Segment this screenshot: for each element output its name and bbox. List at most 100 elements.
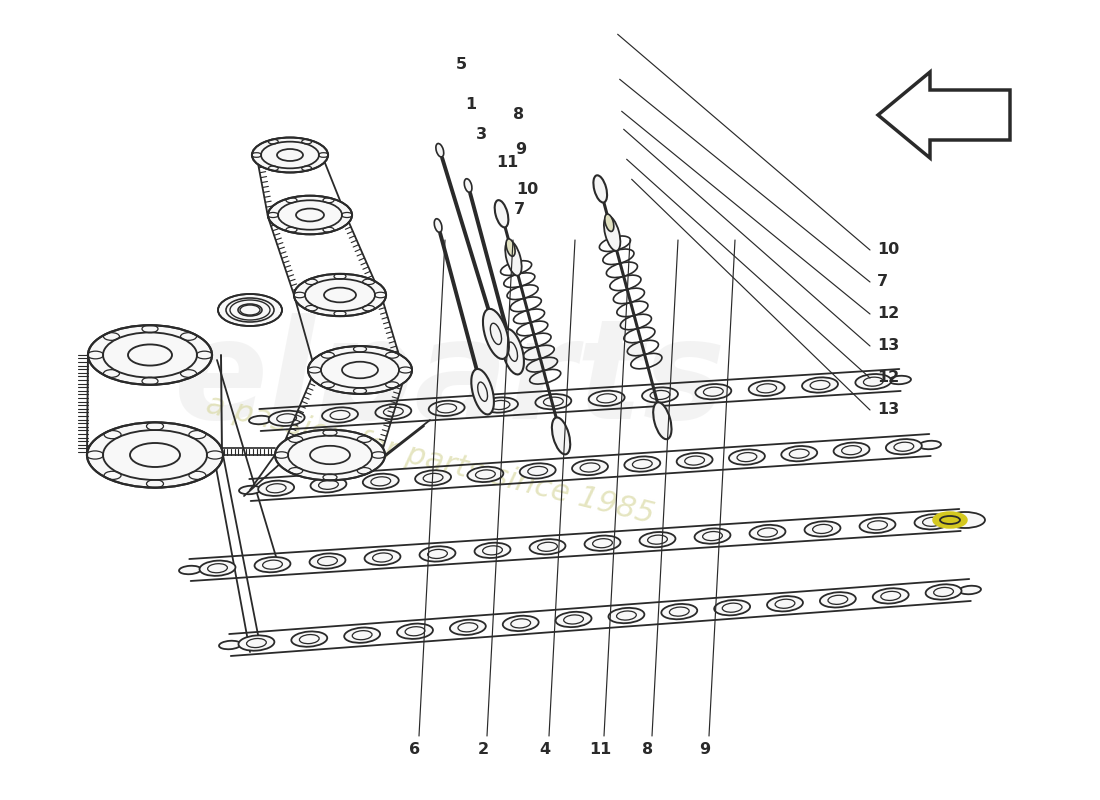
Ellipse shape — [925, 584, 961, 600]
Ellipse shape — [468, 466, 504, 482]
Text: 9: 9 — [516, 142, 527, 157]
Ellipse shape — [474, 542, 510, 558]
Ellipse shape — [436, 143, 443, 157]
Ellipse shape — [249, 416, 271, 424]
Ellipse shape — [292, 631, 327, 646]
Ellipse shape — [859, 518, 895, 533]
Ellipse shape — [934, 513, 966, 527]
Text: 2: 2 — [477, 742, 488, 758]
Ellipse shape — [252, 138, 328, 173]
Ellipse shape — [714, 600, 750, 615]
Text: 13: 13 — [877, 402, 900, 418]
Text: elparts: elparts — [174, 313, 726, 447]
Ellipse shape — [415, 470, 451, 486]
Ellipse shape — [179, 566, 201, 574]
Ellipse shape — [506, 239, 515, 256]
Ellipse shape — [364, 550, 400, 565]
Ellipse shape — [653, 402, 671, 439]
Ellipse shape — [588, 390, 625, 406]
Text: 7: 7 — [514, 202, 525, 217]
Ellipse shape — [503, 616, 539, 631]
Text: 12: 12 — [877, 306, 900, 322]
Ellipse shape — [661, 604, 697, 619]
Ellipse shape — [397, 623, 433, 639]
Ellipse shape — [419, 546, 455, 562]
Text: 10: 10 — [877, 242, 900, 258]
Ellipse shape — [268, 410, 305, 426]
Ellipse shape — [450, 620, 486, 635]
Ellipse shape — [239, 635, 274, 650]
Ellipse shape — [87, 422, 223, 488]
Text: 4: 4 — [539, 742, 551, 758]
Ellipse shape — [694, 529, 730, 544]
Ellipse shape — [240, 305, 260, 315]
Ellipse shape — [88, 326, 212, 385]
Ellipse shape — [918, 441, 940, 450]
Ellipse shape — [625, 457, 660, 472]
Ellipse shape — [482, 398, 518, 413]
Text: 11: 11 — [588, 742, 612, 758]
Ellipse shape — [593, 175, 607, 202]
Ellipse shape — [495, 200, 508, 227]
Text: 13: 13 — [877, 338, 900, 354]
Ellipse shape — [429, 401, 464, 416]
Ellipse shape — [945, 512, 984, 528]
Ellipse shape — [781, 446, 817, 462]
Text: 12: 12 — [877, 370, 900, 386]
Ellipse shape — [804, 522, 840, 537]
Ellipse shape — [483, 309, 509, 359]
Ellipse shape — [475, 371, 484, 389]
Ellipse shape — [308, 346, 412, 394]
Ellipse shape — [749, 381, 784, 396]
Text: 5: 5 — [455, 57, 466, 71]
Ellipse shape — [258, 481, 294, 496]
Ellipse shape — [199, 561, 235, 576]
Ellipse shape — [239, 486, 261, 494]
Ellipse shape — [275, 430, 385, 480]
Ellipse shape — [294, 274, 386, 316]
Ellipse shape — [834, 442, 869, 458]
Ellipse shape — [767, 596, 803, 611]
Ellipse shape — [434, 218, 442, 232]
Ellipse shape — [487, 313, 497, 332]
Ellipse shape — [375, 404, 411, 419]
Ellipse shape — [959, 586, 981, 594]
Text: 11: 11 — [496, 154, 518, 170]
Ellipse shape — [502, 329, 524, 374]
Text: 10: 10 — [516, 182, 538, 197]
Text: 9: 9 — [700, 742, 711, 758]
Text: 6: 6 — [409, 742, 420, 758]
Ellipse shape — [309, 554, 345, 569]
Ellipse shape — [219, 641, 241, 650]
Ellipse shape — [676, 453, 713, 468]
Text: a passion for parts since 1985: a passion for parts since 1985 — [202, 390, 657, 530]
Ellipse shape — [802, 378, 838, 393]
Ellipse shape — [749, 525, 785, 540]
Ellipse shape — [639, 532, 675, 547]
Ellipse shape — [729, 450, 764, 465]
Ellipse shape — [886, 439, 922, 454]
Ellipse shape — [642, 387, 678, 402]
Ellipse shape — [519, 463, 556, 478]
Ellipse shape — [310, 477, 346, 493]
Ellipse shape — [608, 608, 645, 623]
Ellipse shape — [552, 418, 570, 454]
Polygon shape — [878, 72, 1010, 158]
Ellipse shape — [505, 331, 514, 349]
Ellipse shape — [572, 460, 608, 475]
Ellipse shape — [556, 612, 592, 627]
Ellipse shape — [363, 474, 398, 489]
Ellipse shape — [529, 539, 565, 554]
Ellipse shape — [584, 535, 620, 551]
Ellipse shape — [604, 216, 620, 251]
Ellipse shape — [254, 557, 290, 572]
Ellipse shape — [505, 241, 521, 276]
Text: 1: 1 — [465, 97, 476, 111]
Ellipse shape — [218, 294, 282, 326]
Ellipse shape — [856, 374, 891, 390]
Ellipse shape — [914, 514, 950, 530]
Text: 8: 8 — [642, 742, 653, 758]
Text: 7: 7 — [877, 274, 888, 290]
Ellipse shape — [471, 369, 494, 414]
Ellipse shape — [949, 516, 971, 524]
